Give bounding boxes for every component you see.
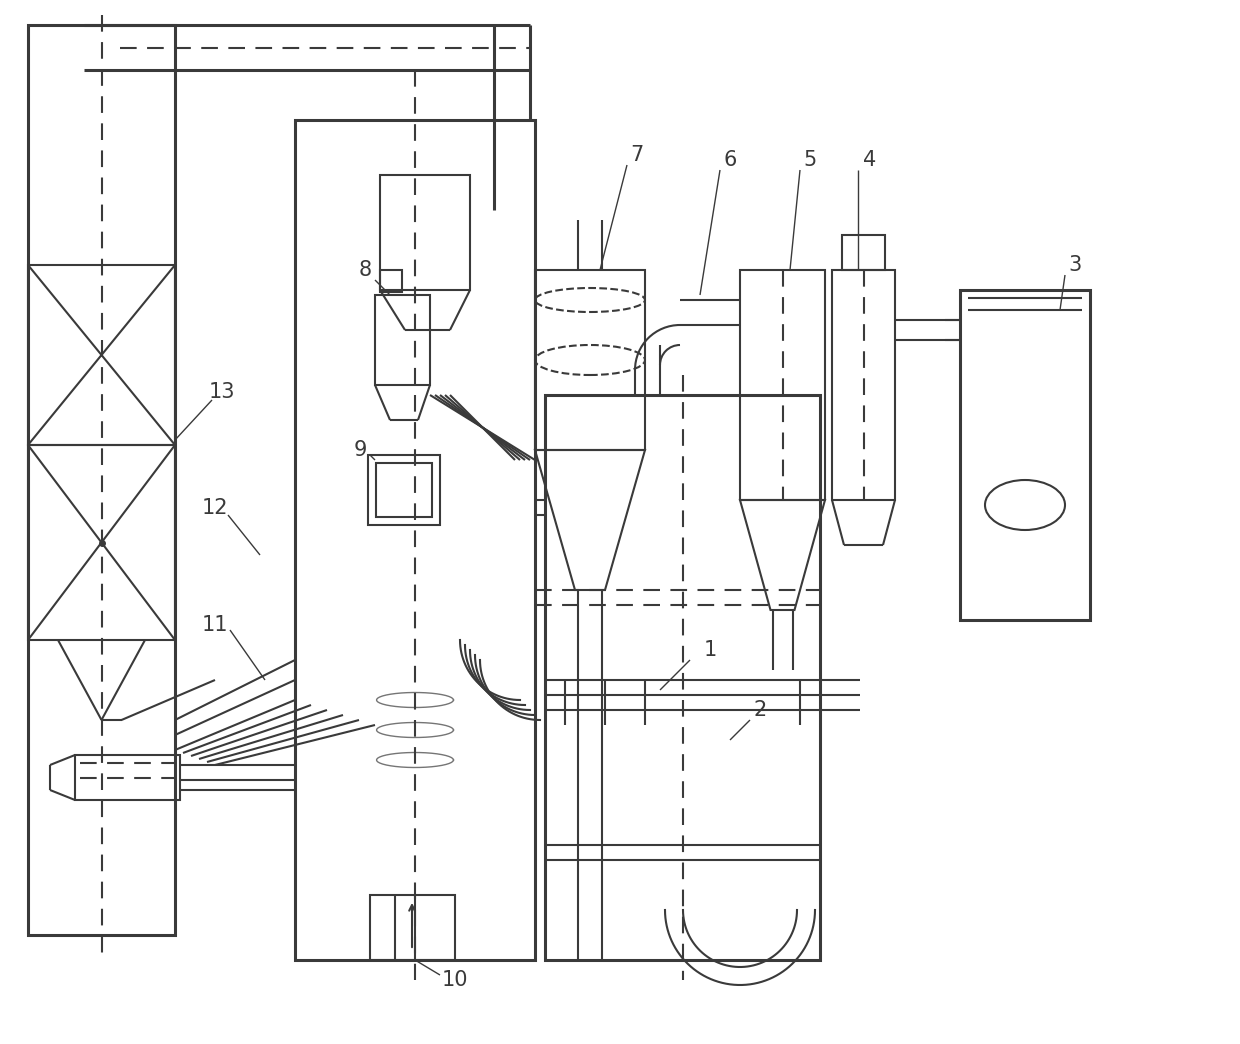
Text: 4: 4 — [863, 150, 877, 170]
Bar — [960, 290, 1090, 620]
Text: 13: 13 — [208, 382, 236, 402]
Bar — [74, 755, 180, 800]
Text: 3: 3 — [1069, 255, 1081, 275]
Bar — [295, 120, 534, 960]
Text: 5: 5 — [804, 150, 817, 170]
Text: 6: 6 — [723, 150, 737, 170]
Bar — [379, 175, 470, 290]
Bar — [546, 395, 820, 960]
Bar — [29, 25, 175, 935]
Text: 10: 10 — [441, 970, 469, 990]
Bar — [376, 462, 432, 517]
Text: 8: 8 — [358, 260, 372, 280]
Bar — [379, 270, 402, 292]
Bar — [368, 455, 440, 525]
Bar — [29, 445, 175, 640]
Text: 2: 2 — [754, 699, 766, 720]
Text: 9: 9 — [353, 440, 367, 460]
Bar — [374, 295, 430, 385]
Text: 11: 11 — [202, 615, 228, 635]
Bar — [29, 265, 175, 445]
Bar — [832, 270, 895, 500]
Bar — [370, 895, 455, 960]
Text: 7: 7 — [630, 145, 644, 165]
Bar — [740, 270, 825, 500]
Text: 12: 12 — [202, 498, 228, 518]
Bar — [534, 270, 645, 450]
Bar — [842, 235, 885, 270]
Text: 1: 1 — [703, 640, 717, 660]
